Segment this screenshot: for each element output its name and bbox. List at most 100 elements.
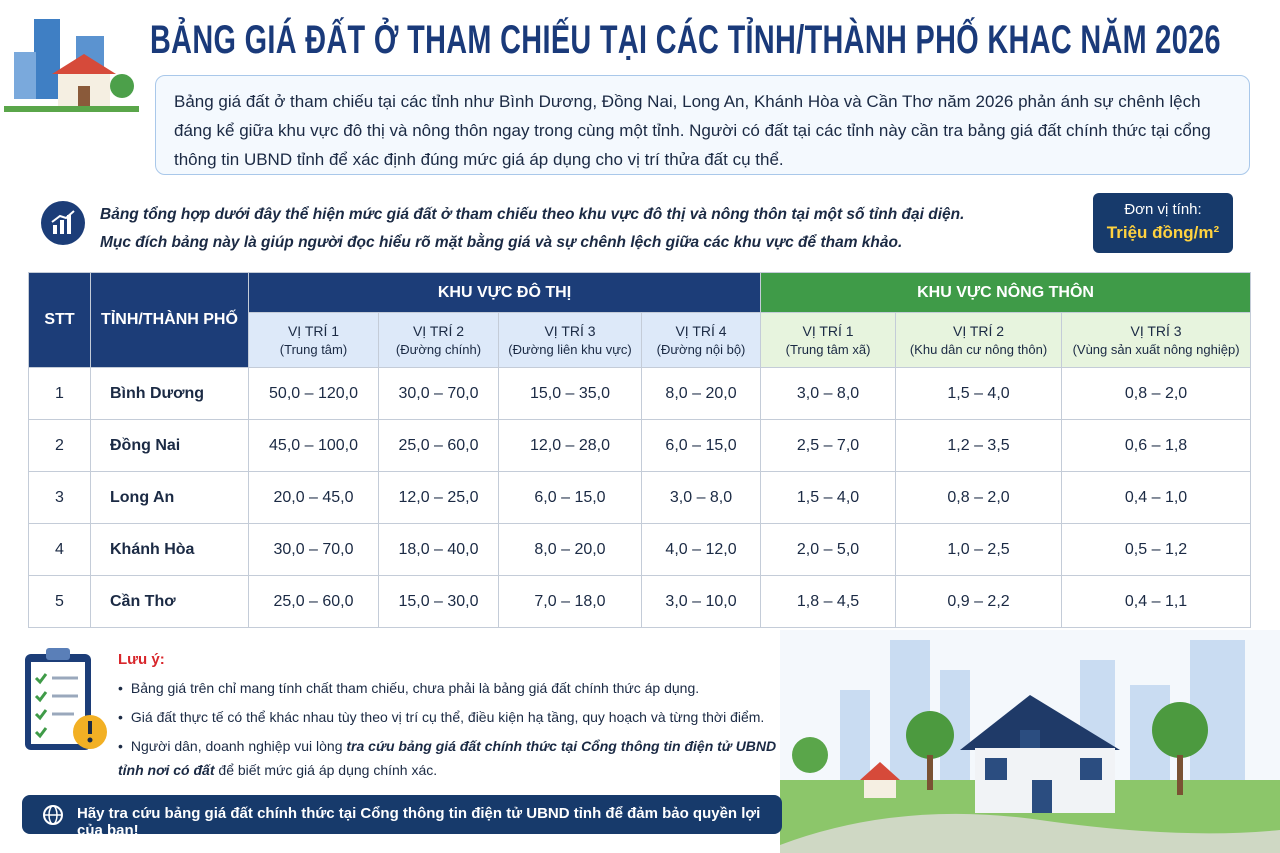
price-cell: 30,0 – 70,0 bbox=[378, 367, 499, 420]
price-cell: 1,5 – 4,0 bbox=[760, 471, 897, 524]
price-cell: 0,6 – 1,8 bbox=[1061, 419, 1252, 472]
price-cell: 15,0 – 35,0 bbox=[498, 367, 642, 420]
price-cell: 7,0 – 18,0 bbox=[498, 575, 642, 628]
price-cell: 8,0 – 20,0 bbox=[498, 523, 642, 576]
column-header: VỊ TRÍ 2 (Khu dân cư nông thôn) bbox=[895, 312, 1063, 368]
price-cell: 3,0 – 8,0 bbox=[760, 367, 897, 420]
province-header: TỈNH/THÀNH PHỐ bbox=[90, 272, 249, 368]
subheader-row: VỊ TRÍ 1 (Trung tâm) VỊ TRÍ 2 (Đường chính)… bbox=[29, 312, 1252, 368]
column-header: VỊ TRÍ 3 (Vùng sản xuất nông nghiệp) bbox=[1061, 312, 1252, 368]
stt-cell: 2 bbox=[28, 419, 91, 472]
column-header: VỊ TRÍ 2 (Đường chính) bbox=[378, 312, 499, 368]
column-name: VỊ TRÍ 1 bbox=[287, 323, 340, 339]
price-cell: 6,0 – 15,0 bbox=[640, 419, 762, 472]
summary-line: Mục đích bảng này là giúp người đọc hiểu… bbox=[100, 234, 903, 251]
price-cell: 8,0 – 20,0 bbox=[640, 367, 762, 420]
header-row: STT TỈNH/THÀNH PHỐ KHU VỰC ĐÔ THỊ KHU VỰC N… bbox=[28, 272, 1252, 368]
column-name: VỊ TRÍ 2 bbox=[952, 323, 1005, 339]
price-cell: 18,0 – 40,0 bbox=[378, 523, 499, 576]
data-row: 3 Long An 20,0 – 45,0 12,0 – 25,0 6,0 – 15,0… bbox=[28, 471, 1252, 524]
price-cell: 0,9 – 2,2 bbox=[895, 575, 1063, 628]
notes-title: Lưu ý: bbox=[118, 651, 165, 668]
price-cell: 15,0 – 30,0 bbox=[378, 575, 499, 628]
chart-icon bbox=[41, 201, 85, 245]
unit-box: Đơn vị tính: Triệu đồng/m² bbox=[1093, 193, 1233, 253]
stt-cell: 4 bbox=[28, 523, 91, 576]
price-cell: 30,0 – 70,0 bbox=[248, 523, 379, 576]
price-cell: 0,8 – 2,0 bbox=[1061, 367, 1252, 420]
column-sub: (Trung tâm xã) bbox=[785, 342, 871, 357]
price-cell: 1,8 – 4,5 bbox=[760, 575, 897, 628]
note: Người dân, doanh nghiệp vui lòng tra cứu… bbox=[118, 734, 798, 782]
price-cell: 3,0 – 10,0 bbox=[640, 575, 762, 628]
price-cell: 1,5 – 4,0 bbox=[895, 367, 1063, 420]
data-row: 5 Cần Thơ 25,0 – 60,0 15,0 – 30,0 7,0 – 18,0… bbox=[28, 575, 1252, 628]
price-cell: 3,0 – 8,0 bbox=[640, 471, 762, 524]
table-head: STT TỈNH/THÀNH PHỐ KHU VỰC ĐÔ THỊ KHU VỰC N… bbox=[28, 272, 1252, 368]
column-sub: (Đường chính) bbox=[395, 342, 482, 357]
price-cell: 12,0 – 25,0 bbox=[378, 471, 499, 524]
column-header: VỊ TRÍ 4 (Đường nội bộ) bbox=[640, 312, 762, 368]
price-cell: 12,0 – 28,0 bbox=[498, 419, 642, 472]
stt-cell: 5 bbox=[28, 575, 91, 628]
province-cell: Bình Dương bbox=[90, 367, 249, 420]
price-table: STT TỈNH/THÀNH PHỐ KHU VỰC ĐÔ THỊ KHU VỰC N… bbox=[28, 272, 1252, 628]
title: BẢNG GIÁ ĐẤT Ở THAM CHIẾU TẠI CÁC TỈNH/T… bbox=[150, 18, 1221, 62]
price-cell: 2,0 – 5,0 bbox=[760, 523, 897, 576]
column-header: VỊ TRÍ 1 (Trung tâm xã) bbox=[760, 312, 897, 368]
price-cell: 0,8 – 2,0 bbox=[895, 471, 1063, 524]
note-emphasis: tra cứu bảng giá đất chính thức tại Cổng… bbox=[118, 738, 777, 778]
column-header: VỊ TRÍ 3 (Đường liên khu vực) bbox=[498, 312, 642, 368]
column-sub: (Khu dân cư nông thôn) bbox=[909, 342, 1048, 357]
group-header: KHU VỰC ĐÔ THỊ bbox=[247, 272, 762, 313]
clipboard-icon bbox=[25, 648, 107, 750]
town-illustration bbox=[780, 630, 1280, 853]
price-cell: 45,0 – 100,0 bbox=[248, 419, 379, 472]
stt-cell: 3 bbox=[28, 471, 91, 524]
province-cell: Long An bbox=[90, 471, 249, 524]
data-row: 4 Khánh Hòa 30,0 – 70,0 18,0 – 40,0 8,0 – 20… bbox=[28, 523, 1252, 576]
province-cell: Cần Thơ bbox=[90, 575, 249, 628]
footer-text: Hãy tra cứu bảng giá đất chính thức tại … bbox=[77, 805, 761, 839]
city-icon bbox=[4, 19, 139, 112]
column-sub: (Vùng sản xuất nông nghiệp) bbox=[1072, 342, 1240, 357]
unit-label: Đơn vị tính: bbox=[1124, 201, 1202, 218]
column-sub: (Đường liên khu vực) bbox=[508, 342, 632, 357]
note-text: để biết mức giá áp dụng chính xác. bbox=[214, 762, 438, 778]
price-cell: 1,2 – 3,5 bbox=[895, 419, 1063, 472]
price-cell: 2,5 – 7,0 bbox=[760, 419, 897, 472]
price-cell: 1,0 – 2,5 bbox=[895, 523, 1063, 576]
price-cell: 6,0 – 15,0 bbox=[498, 471, 642, 524]
column-name: VỊ TRÍ 1 bbox=[802, 323, 854, 339]
price-cell: 50,0 – 120,0 bbox=[248, 367, 379, 420]
price-cell: 4,0 – 12,0 bbox=[640, 523, 762, 576]
globe-icon bbox=[43, 805, 63, 825]
note: Bảng giá trên chỉ mang tính chất tham ch… bbox=[118, 676, 798, 700]
price-cell: 0,5 – 1,2 bbox=[1061, 523, 1252, 576]
stt-cell: 1 bbox=[28, 367, 91, 420]
column-header: VỊ TRÍ 1 (Trung tâm) bbox=[248, 312, 379, 368]
group-header: KHU VỰC NÔNG THÔN bbox=[760, 272, 1252, 313]
column-sub: (Trung tâm) bbox=[279, 342, 348, 357]
table-body: 1 Bình Dương 50,0 – 120,0 30,0 – 70,0 15,0 –… bbox=[28, 367, 1252, 628]
province-cell: Đồng Nai bbox=[90, 419, 249, 472]
intro-box: Bảng giá đất ở tham chiếu tại các tỉnh n… bbox=[155, 75, 1250, 175]
column-name: VỊ TRÍ 3 bbox=[1130, 323, 1182, 339]
footer-bar: Hãy tra cứu bảng giá đất chính thức tại … bbox=[22, 795, 782, 839]
price-cell: 20,0 – 45,0 bbox=[248, 471, 379, 524]
price-cell: 0,4 – 1,0 bbox=[1061, 471, 1252, 524]
price-cell: 0,4 – 1,1 bbox=[1061, 575, 1252, 628]
price-cell: 25,0 – 60,0 bbox=[248, 575, 379, 628]
unit: Triệu đồng/m² bbox=[1106, 223, 1220, 242]
note: Giá đất thực tế có thể khác nhau tùy the… bbox=[118, 705, 798, 729]
data-row: 1 Bình Dương 50,0 – 120,0 30,0 – 70,0 15,0 –… bbox=[28, 367, 1252, 420]
column-name: VỊ TRÍ 2 bbox=[412, 323, 465, 339]
price-cell: 25,0 – 60,0 bbox=[378, 419, 499, 472]
data-row: 2 Đồng Nai 45,0 – 100,0 25,0 – 60,0 12,0 – 2… bbox=[28, 419, 1252, 472]
note-text: Người dân, doanh nghiệp vui lòng bbox=[130, 738, 347, 754]
column-sub: (Đường nội bộ) bbox=[656, 342, 746, 357]
column-name: VỊ TRÍ 3 bbox=[544, 323, 596, 339]
column-name: VỊ TRÍ 4 bbox=[675, 323, 727, 339]
